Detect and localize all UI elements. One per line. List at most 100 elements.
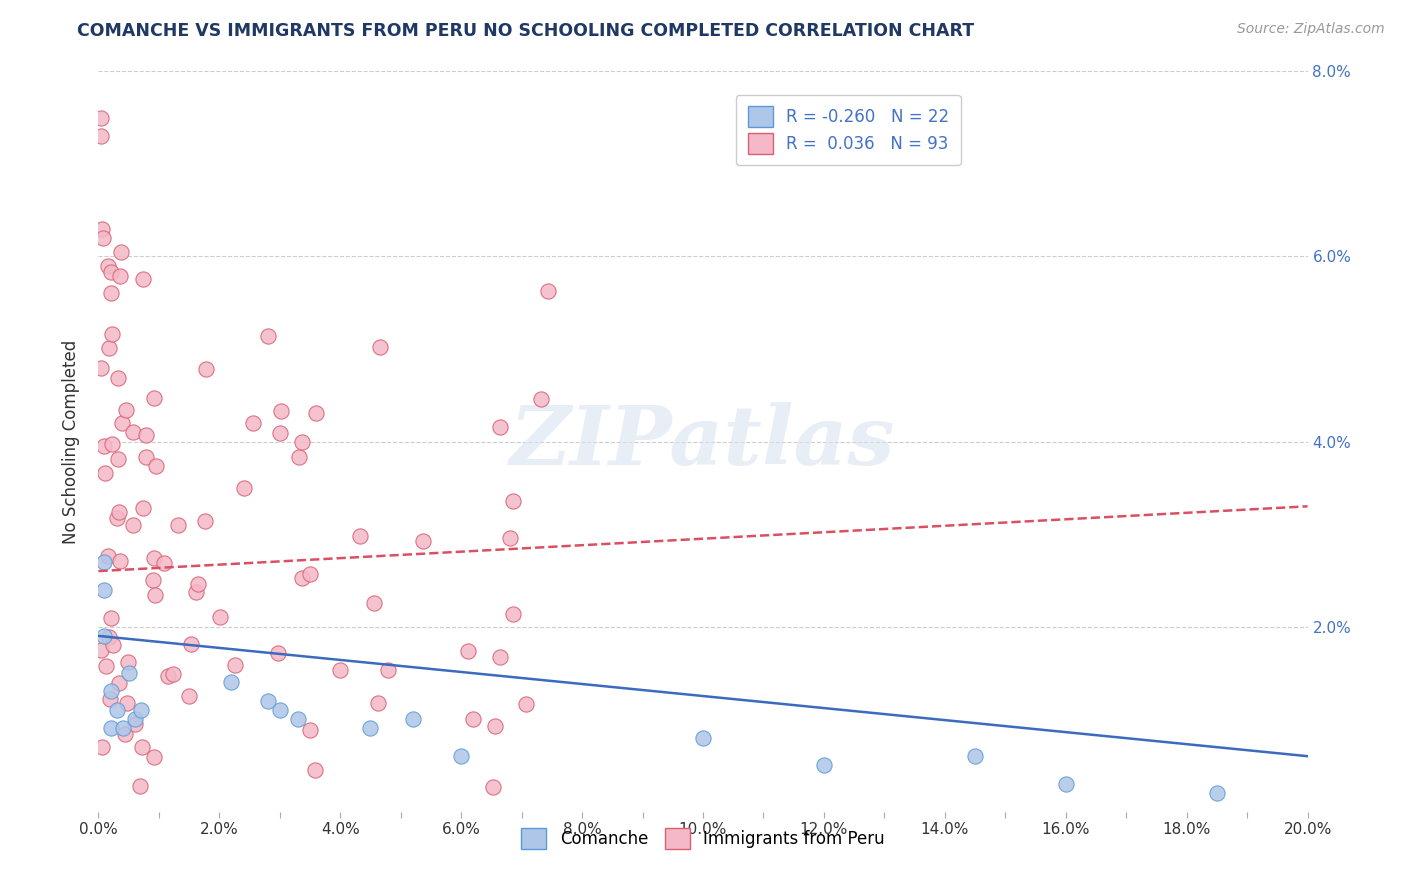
Point <box>131 739 153 754</box>
Point <box>499 532 522 546</box>
Point <box>530 392 553 407</box>
Point <box>450 749 472 764</box>
Point <box>377 664 399 678</box>
Point <box>96 659 118 673</box>
Point <box>105 703 128 717</box>
Point <box>93 439 115 453</box>
Point <box>412 533 434 548</box>
Point <box>515 697 537 711</box>
Point <box>692 731 714 745</box>
Point <box>90 129 112 144</box>
Point <box>100 286 122 301</box>
Point <box>111 417 134 431</box>
Point <box>93 582 115 597</box>
Point <box>367 696 389 710</box>
Point <box>91 740 114 755</box>
Point <box>502 607 524 621</box>
Point <box>287 712 309 726</box>
Legend: Comanche, Immigrants from Peru: Comanche, Immigrants from Peru <box>515 822 891 855</box>
Point <box>368 340 391 354</box>
Point <box>129 703 152 717</box>
Point <box>142 750 165 764</box>
Point <box>965 749 987 764</box>
Point <box>111 722 134 736</box>
Point <box>208 610 231 624</box>
Point <box>269 425 291 440</box>
Point <box>108 676 131 690</box>
Point <box>256 694 278 708</box>
Point <box>267 646 290 660</box>
Point <box>96 259 118 273</box>
Point <box>232 481 254 495</box>
Point <box>142 573 165 587</box>
Text: COMANCHE VS IMMIGRANTS FROM PERU NO SCHOOLING COMPLETED CORRELATION CHART: COMANCHE VS IMMIGRANTS FROM PERU NO SCHO… <box>77 22 974 40</box>
Point <box>132 501 155 516</box>
Point <box>114 727 136 741</box>
Point <box>180 638 202 652</box>
Point <box>110 554 132 568</box>
Point <box>100 722 122 736</box>
Point <box>157 669 180 683</box>
Point <box>461 712 484 726</box>
Point <box>224 658 246 673</box>
Point <box>90 642 112 657</box>
Point <box>457 644 479 658</box>
Text: Source: ZipAtlas.com: Source: ZipAtlas.com <box>1237 22 1385 37</box>
Point <box>1206 786 1229 800</box>
Point <box>482 780 505 794</box>
Point <box>195 361 218 376</box>
Point <box>100 684 122 698</box>
Point <box>489 649 512 664</box>
Point <box>291 434 314 449</box>
Point <box>110 244 132 259</box>
Point <box>813 758 835 772</box>
Point <box>142 551 165 566</box>
Point <box>363 596 385 610</box>
Point <box>221 675 243 690</box>
Point <box>153 557 176 571</box>
Point <box>537 285 560 299</box>
Point <box>107 371 129 385</box>
Point <box>115 696 138 710</box>
Point <box>299 567 322 582</box>
Point <box>298 723 321 737</box>
Point <box>107 451 129 466</box>
Point <box>93 555 115 569</box>
Point <box>101 638 124 652</box>
Point <box>90 111 112 125</box>
Point <box>360 722 382 736</box>
Point <box>124 712 146 726</box>
Point <box>117 655 139 669</box>
Point <box>100 265 122 279</box>
Point <box>91 231 114 245</box>
Point <box>162 667 184 681</box>
Point <box>167 518 190 533</box>
Point <box>122 518 145 533</box>
Point <box>93 466 115 480</box>
Point <box>93 629 115 643</box>
Point <box>194 514 217 528</box>
Point <box>118 665 141 680</box>
Point <box>1054 777 1077 791</box>
Point <box>269 703 291 717</box>
Point <box>177 690 200 704</box>
Point <box>143 588 166 602</box>
Point <box>304 763 326 777</box>
Point <box>91 221 114 235</box>
Point <box>143 391 166 405</box>
Point <box>242 417 264 431</box>
Point <box>90 361 112 376</box>
Point <box>121 425 143 439</box>
Point <box>124 717 146 731</box>
Point <box>145 459 167 474</box>
Point <box>135 450 157 465</box>
Point <box>115 402 138 417</box>
Point <box>105 511 128 525</box>
Point <box>98 692 121 706</box>
Point <box>502 494 524 508</box>
Point <box>132 271 155 285</box>
Point <box>97 341 120 355</box>
Point <box>288 450 311 465</box>
Point <box>100 611 122 625</box>
Point <box>489 420 512 434</box>
